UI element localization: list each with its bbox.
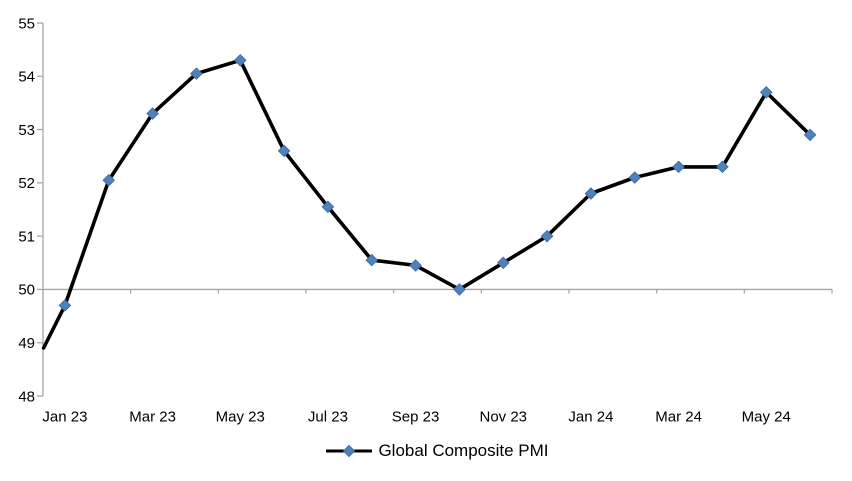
data-point-marker [365, 253, 379, 267]
data-point-marker [672, 160, 685, 174]
y-axis-tick-label: 55 [18, 15, 35, 32]
x-axis-tick-label: Jul 23 [308, 409, 348, 426]
x-axis-tick-label: Mar 24 [655, 409, 702, 426]
legend-diamond-marker-icon [343, 444, 356, 458]
data-point-marker [584, 187, 598, 200]
x-axis-tick-label: May 24 [742, 409, 791, 426]
data-point-marker [102, 173, 116, 187]
pmi-series-line [41, 58, 812, 350]
y-axis-tick-label: 50 [18, 282, 35, 299]
data-point-marker [540, 229, 554, 243]
data-point-marker [409, 259, 422, 272]
y-axis-tick-label: 51 [18, 228, 35, 245]
data-point-marker [321, 200, 335, 214]
data-point-marker [233, 53, 247, 67]
y-axis-tick-label: 54 [18, 69, 35, 86]
data-point-marker [146, 107, 159, 120]
data-point-marker [803, 128, 817, 142]
x-axis-tick-label: May 23 [216, 409, 265, 426]
data-point-marker [277, 144, 291, 158]
y-axis-tick-label: 53 [18, 122, 35, 139]
data-point-marker [190, 67, 203, 80]
chart-legend: Global Composite PMI [43, 440, 832, 462]
x-axis-tick-label: Jan 23 [42, 409, 87, 426]
x-axis-tick-label: Nov 23 [479, 409, 527, 426]
x-axis-tick-label: Sep 23 [392, 409, 440, 426]
data-point-marker [496, 256, 510, 270]
y-axis-tick-label: 52 [18, 175, 35, 192]
x-axis-tick-label: Jan 24 [568, 409, 613, 426]
legend-line-diamond-icon [326, 444, 373, 458]
data-point-marker [759, 85, 773, 99]
y-axis-tick-label: 48 [18, 388, 35, 405]
data-point-marker [58, 299, 72, 312]
x-axis-tick-label: Mar 23 [129, 409, 176, 426]
plot-area: 55 54 53 52 51 50 49 48 Jan 23 Mar 23 May 23 Jul 23… [18, 15, 833, 426]
legend-series-label: Global Composite PMI [378, 441, 549, 460]
data-point-marker [453, 283, 466, 296]
data-point-marker [716, 160, 729, 174]
y-axis-tick-label: 49 [18, 335, 35, 352]
data-point-marker [628, 171, 642, 184]
